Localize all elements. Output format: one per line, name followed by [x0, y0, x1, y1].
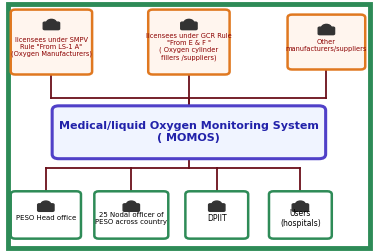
FancyBboxPatch shape [123, 204, 139, 211]
Circle shape [296, 201, 305, 208]
FancyBboxPatch shape [288, 15, 365, 70]
Circle shape [184, 19, 194, 26]
Circle shape [212, 201, 222, 208]
Text: Other
manufacturers/suppliers: Other manufacturers/suppliers [286, 40, 367, 52]
Circle shape [322, 24, 331, 31]
FancyBboxPatch shape [94, 191, 168, 239]
FancyBboxPatch shape [318, 27, 335, 35]
FancyBboxPatch shape [209, 204, 225, 211]
Text: PESO Head office: PESO Head office [16, 215, 76, 221]
FancyBboxPatch shape [148, 10, 229, 75]
Circle shape [127, 201, 136, 208]
FancyBboxPatch shape [269, 191, 332, 239]
FancyBboxPatch shape [11, 191, 81, 239]
Circle shape [46, 19, 56, 26]
Text: Users
(hospitals): Users (hospitals) [280, 209, 321, 228]
FancyBboxPatch shape [181, 22, 197, 30]
Text: licensees under GCR Rule
"From E & F "
( Oxygen cylinder
fillers /suppliers): licensees under GCR Rule "From E & F " (… [146, 33, 232, 61]
Text: licensees under SMPV
Rule "From LS-1 A"
(Oxygen Manufacturers): licensees under SMPV Rule "From LS-1 A" … [11, 37, 92, 57]
FancyBboxPatch shape [11, 10, 92, 75]
Text: 25 Nodal officer of
PESO across country: 25 Nodal officer of PESO across country [95, 212, 167, 225]
Circle shape [41, 201, 51, 208]
FancyBboxPatch shape [8, 4, 370, 248]
FancyBboxPatch shape [43, 22, 60, 30]
FancyBboxPatch shape [292, 204, 308, 211]
FancyBboxPatch shape [38, 204, 54, 211]
FancyBboxPatch shape [185, 191, 248, 239]
FancyBboxPatch shape [52, 106, 326, 159]
Text: DPIIT: DPIIT [207, 214, 226, 223]
Text: Medical/liquid Oxygen Monitoring System
( MOMOS): Medical/liquid Oxygen Monitoring System … [59, 121, 319, 143]
